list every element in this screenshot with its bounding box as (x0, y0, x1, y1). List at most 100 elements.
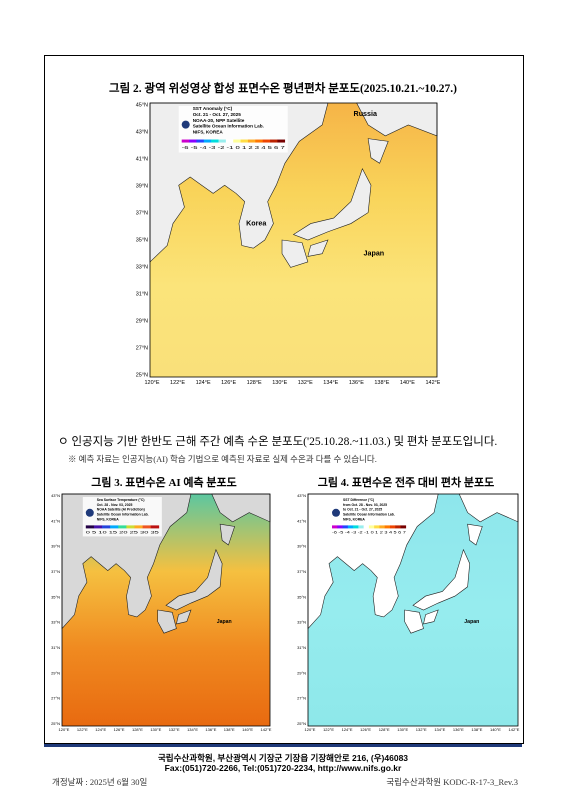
colorbar-cell (270, 139, 278, 143)
lon-label: 136°E (349, 380, 364, 386)
lat-label: 29°N (136, 318, 148, 324)
lat-label: 35°N (297, 594, 306, 599)
colorbar-cell (225, 139, 234, 143)
lon-label: 134°E (434, 727, 445, 732)
footer-address: 국립수산과학원, 부산광역시 기장군 기장읍 기장해안로 216, (우)460… (157, 753, 409, 763)
place-label: Korea (246, 219, 267, 227)
lon-label: 142°E (425, 380, 440, 386)
lat-label: 39°N (136, 183, 148, 189)
lon-label: 130°E (150, 727, 161, 732)
lat-label: 31°N (136, 291, 148, 297)
colorbar-cell (255, 139, 263, 143)
doc-code: 국립수산과학원 KODC-R-17-3_Rev.3 (386, 777, 518, 787)
figure-caption: 그림 3. 표면수온 AI 예측 분포도 (91, 477, 237, 489)
colorbar-cell (347, 525, 354, 529)
colorbar-cell (374, 525, 380, 529)
lat-label: 29°N (297, 670, 306, 675)
legend-text: Sea Surface Temperature (°C) (97, 498, 145, 502)
lon-label: 138°E (374, 380, 389, 386)
lat-label: 31°N (297, 645, 306, 650)
lon-label: 124°E (342, 727, 353, 732)
lon-label: 138°E (224, 727, 235, 732)
legend-text: Oct. 21 - Oct. 27, 2025 (193, 112, 242, 117)
land (467, 523, 483, 546)
logo (85, 508, 94, 517)
land (176, 609, 192, 625)
colorbar-cell (379, 525, 386, 529)
colorbar-cell (247, 139, 256, 143)
colorbar-cell (85, 525, 95, 529)
lat-label: 35°N (51, 594, 60, 599)
lon-label: 122°E (170, 380, 185, 386)
lat-label: 43°N (51, 493, 60, 498)
lon-label: 126°E (114, 727, 125, 732)
colorbar-cell (337, 525, 343, 529)
lon-label: 132°E (416, 727, 427, 732)
legend-text: NIFS, KOREA (343, 517, 365, 521)
lon-label: 138°E (471, 727, 482, 732)
lon-label: 130°E (397, 727, 408, 732)
colorbar-cell (218, 139, 227, 143)
colorbar-cell (240, 139, 249, 143)
lon-label: 120°E (59, 727, 70, 732)
place-label: Japan (364, 250, 385, 258)
land (292, 168, 372, 241)
colorbar-cell (93, 525, 103, 529)
colorbar-cell (196, 139, 205, 143)
map: 45°N 43°N 41°N 39°N 37°N 35°N 33°N 31°N 29°N 27°N… (136, 102, 440, 386)
legend-text: Satellite Ocean Information Lab. (343, 513, 395, 517)
colorbar-cell (142, 525, 152, 529)
lon-label: 128°E (247, 380, 262, 386)
legend-text: to Oct. 21 - Oct. 27, 2025 (343, 508, 382, 512)
lat-label: 39°N (297, 544, 306, 549)
lon-label: 134°E (187, 727, 198, 732)
colorbar-cell (389, 525, 396, 529)
legend-text: SST Anomaly (°C) (193, 106, 233, 111)
map-frame (307, 493, 519, 727)
lat-label: 27°N (136, 345, 148, 351)
lon-label: 128°E (132, 727, 143, 732)
lon-label: 134°E (323, 380, 338, 386)
land (307, 239, 329, 257)
lon-label: 126°E (221, 380, 236, 386)
lat-label: 29°N (51, 670, 60, 675)
legend-text: Satellite Ocean Information Lab. (97, 513, 149, 517)
land (281, 239, 309, 268)
colorbar-scale: -6 -5 -4 -3 -2 -1 0 1 2 3 4 5 6 7 (332, 530, 406, 534)
map: 43°N 41°N 39°N 37°N 35°N 33°N 31°N 29°N 27°N 25°N… (51, 493, 272, 732)
lat-label: 37°N (51, 569, 60, 574)
legend-box (329, 497, 409, 537)
land (157, 609, 177, 634)
colorbar-cell (189, 139, 197, 143)
colorbar-scale: 0 5 10 15 20 25 30 35 (86, 530, 160, 534)
lon-label: 140°E (490, 727, 501, 732)
map: 43°N 41°N 39°N 37°N 35°N 33°N 31°N 29°N 27°N 25°N… (297, 493, 520, 732)
lon-label: 126°E (360, 727, 371, 732)
colorbar-cell (181, 139, 190, 143)
lat-label: 25°N (297, 721, 306, 726)
colorbar-cell (353, 525, 359, 529)
lon-label: 128°E (379, 727, 390, 732)
lon-label: 130°E (272, 380, 287, 386)
lon-label: 132°E (298, 380, 313, 386)
colorbar-cell (358, 525, 364, 529)
revision-date: 개정날짜 : 2025년 6월 30일 (52, 777, 148, 787)
legend-text: from Oct. 28 - Nov. 03, 2025 (343, 503, 387, 507)
lat-label: 37°N (136, 210, 148, 216)
logo (181, 120, 190, 129)
lon-label: 122°E (323, 727, 334, 732)
colorbar-cell (277, 139, 286, 143)
land (423, 609, 439, 625)
lon-label: 136°E (205, 727, 216, 732)
legend-text: NIFS, KOREA (97, 517, 119, 521)
colorbar-cell (262, 139, 271, 143)
colorbar-cell (134, 525, 143, 529)
lat-label: 33°N (51, 620, 60, 625)
place-label: Russia (354, 110, 378, 118)
footer-rule (44, 744, 522, 747)
colorbar-cell (363, 525, 370, 529)
legend-text: NOAA-20, NPP Satellite (193, 118, 245, 123)
colorbar-cell (102, 525, 111, 529)
lat-label: 25°N (136, 372, 148, 378)
